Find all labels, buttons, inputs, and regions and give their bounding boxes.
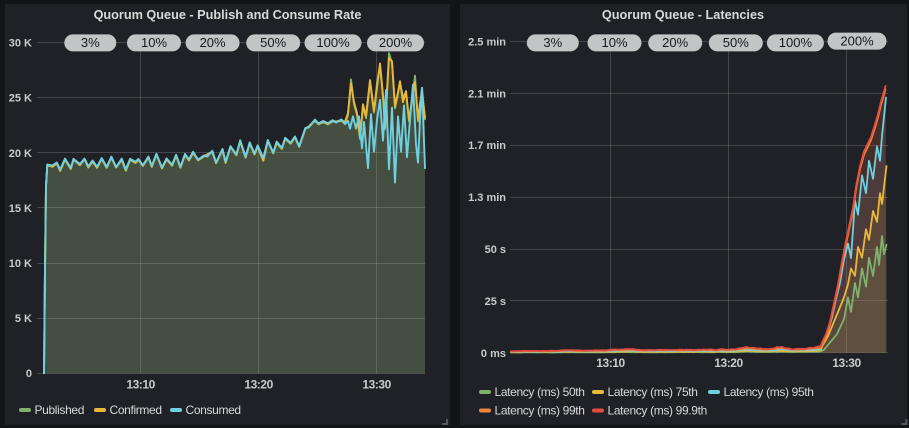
- svg-text:25 s: 25 s: [485, 296, 506, 308]
- svg-text:2.5 min: 2.5 min: [468, 36, 506, 48]
- svg-text:Latency (ms) 75th: Latency (ms) 75th: [608, 385, 698, 399]
- svg-text:Quorum Queue - Publish and Con: Quorum Queue - Publish and Consume Rate: [94, 8, 362, 22]
- svg-text:Published: Published: [35, 403, 85, 417]
- svg-text:Consumed: Consumed: [186, 403, 241, 417]
- svg-text:3%: 3%: [543, 35, 562, 50]
- svg-text:13:10: 13:10: [596, 356, 625, 370]
- svg-text:20%: 20%: [200, 35, 226, 50]
- svg-text:Quorum Queue - Latencies: Quorum Queue - Latencies: [602, 8, 764, 22]
- svg-text:3%: 3%: [81, 35, 100, 50]
- svg-text:Latency (ms) 50th: Latency (ms) 50th: [495, 385, 585, 399]
- svg-text:13:20: 13:20: [244, 378, 273, 392]
- svg-text:13:30: 13:30: [832, 356, 861, 370]
- svg-text:50%: 50%: [260, 35, 286, 50]
- svg-text:2.1 min: 2.1 min: [468, 88, 506, 100]
- svg-text:5 K: 5 K: [15, 313, 32, 325]
- svg-text:100%: 100%: [316, 35, 350, 50]
- svg-text:Latency (ms) 95th: Latency (ms) 95th: [724, 385, 814, 399]
- svg-text:15 K: 15 K: [9, 203, 32, 215]
- svg-text:Confirmed: Confirmed: [110, 403, 162, 417]
- svg-text:0: 0: [26, 368, 32, 380]
- svg-text:20 K: 20 K: [9, 148, 32, 160]
- svg-text:Latency (ms) 99.9th: Latency (ms) 99.9th: [608, 404, 707, 418]
- svg-text:1.7 min: 1.7 min: [468, 140, 506, 152]
- svg-text:13:20: 13:20: [714, 356, 743, 370]
- svg-text:13:30: 13:30: [362, 378, 391, 392]
- svg-text:30 K: 30 K: [9, 38, 32, 50]
- svg-text:20%: 20%: [662, 35, 688, 50]
- svg-text:25 K: 25 K: [9, 93, 32, 105]
- svg-text:100%: 100%: [779, 35, 813, 50]
- svg-text:13:10: 13:10: [126, 378, 155, 392]
- svg-text:50%: 50%: [723, 35, 749, 50]
- svg-text:10 K: 10 K: [9, 258, 32, 270]
- svg-text:1.3 min: 1.3 min: [468, 192, 506, 204]
- svg-text:50 s: 50 s: [485, 244, 506, 256]
- svg-text:Latency (ms) 99th: Latency (ms) 99th: [495, 404, 585, 418]
- svg-text:10%: 10%: [601, 35, 627, 50]
- svg-text:200%: 200%: [379, 35, 413, 50]
- svg-text:200%: 200%: [840, 33, 874, 48]
- svg-text:0 ms: 0 ms: [481, 348, 506, 360]
- svg-text:10%: 10%: [141, 35, 167, 50]
